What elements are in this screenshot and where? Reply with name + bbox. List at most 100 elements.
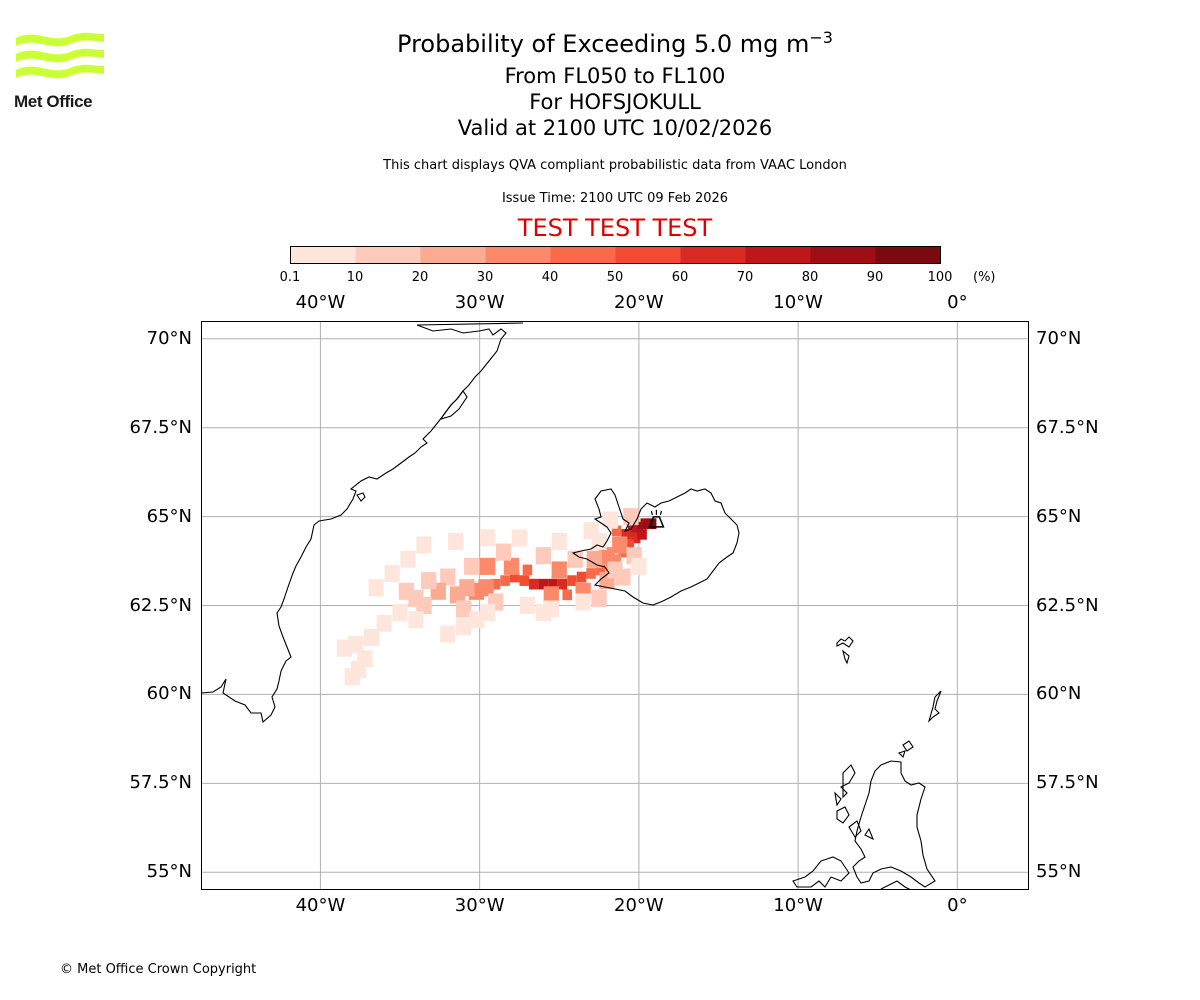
colorbar-segment: [875, 246, 941, 264]
colorbar-segment: [355, 246, 421, 264]
lon-tick-label-top: 20°W: [614, 292, 664, 313]
colorbar-tick-label: 20: [411, 270, 429, 285]
lat-tick-label-left: 57.5°N: [129, 772, 192, 794]
plume-cell: [456, 618, 472, 636]
plume-cell: [627, 525, 638, 537]
plume-cell: [637, 529, 647, 540]
plume-cell: [363, 628, 380, 647]
plume-cell: [538, 578, 549, 590]
colorbar-tick-label: 50: [606, 270, 624, 285]
plume-cell: [611, 525, 622, 537]
plume-cell: [522, 564, 533, 576]
title-main: Probability of Exceeding 5.0 mg m: [397, 30, 810, 58]
colorbar-tick-label: 100: [927, 270, 953, 285]
subtitle: This chart displays QVA compliant probab…: [383, 158, 847, 173]
plume-cell: [612, 536, 628, 554]
colorbar-tick-label: 0.1: [279, 270, 301, 285]
plume-cell: [640, 518, 651, 530]
plume-cell: [448, 532, 464, 551]
coastlines: [201, 322, 942, 890]
plume-cell: [400, 550, 416, 568]
plume-cell: [509, 571, 520, 583]
lon-tick-label-top: 10°W: [773, 292, 823, 313]
lat-tick-label-right: 62.5°N: [1036, 594, 1099, 616]
lat-tick-label-right: 57.5°N: [1036, 772, 1099, 794]
plume-cell: [376, 614, 392, 632]
iceland-coast: [571, 488, 740, 606]
volcano-title: For HOFSJOKULL: [529, 90, 701, 114]
plume-cell: [456, 600, 472, 618]
lon-tick-label-top: 30°W: [454, 292, 505, 313]
colorbar-segment: [485, 246, 551, 264]
lon-tick-label-top: 40°W: [295, 292, 346, 313]
lat-tick-label-right: 67.5°N: [1036, 416, 1099, 438]
plume-cell: [464, 557, 480, 575]
plume-cell: [557, 578, 568, 590]
plume-cell: [586, 550, 602, 568]
plume-cell: [440, 625, 456, 643]
plume-cell: [449, 586, 466, 604]
plume-cell: [392, 604, 408, 622]
plume-cell: [621, 529, 631, 540]
plume-cell: [384, 564, 400, 583]
plume-cell: [575, 593, 591, 611]
volcano-icon: [648, 509, 665, 528]
lon-tick-label-top: 0°: [947, 292, 968, 313]
lat-tick-label-right: 60°N: [1036, 683, 1082, 705]
plume-cell: [623, 508, 639, 526]
plume-cell: [440, 568, 456, 586]
plume-cell: [631, 557, 647, 575]
chart-title: Probability of Exceeding 5.0 mg m−3: [0, 28, 1200, 58]
colorbar-segment: [680, 246, 746, 264]
colorbar-segment: [290, 246, 356, 264]
plume-cell: [519, 596, 536, 615]
plume-cell: [416, 596, 432, 615]
plume-cell: [543, 586, 559, 604]
faroe-islands: [836, 636, 854, 665]
colorbar-tick-label: 30: [476, 270, 494, 285]
lat-tick-label-right: 70°N: [1036, 327, 1082, 349]
plume-cell: [398, 582, 415, 600]
lon-tick-label-bottom: 30°W: [454, 895, 505, 916]
plume-cell: [562, 589, 573, 601]
plume-cell: [591, 589, 607, 607]
plume-cell: [548, 578, 558, 590]
plume-cell: [551, 561, 567, 579]
colorbar-segment: [745, 246, 811, 264]
plume-cell: [421, 572, 437, 590]
plume-cell: [511, 529, 528, 547]
issue-time: Issue Time: 2100 UTC 09 Feb 2026: [501, 191, 729, 206]
lat-tick-label-left: 62.5°N: [129, 594, 192, 616]
colorbar-segment: [550, 246, 616, 264]
plume-cell: [344, 668, 360, 686]
plume-cell: [368, 579, 384, 597]
lat-tick-label-left: 65°N: [146, 505, 192, 527]
scotland-coast: [852, 760, 936, 888]
lat-tick-label-right: 55°N: [1036, 861, 1082, 883]
plume-cell: [519, 575, 530, 586]
shetland-islands: [927, 690, 942, 723]
test-banner: TEST TEST TEST: [517, 214, 713, 242]
plume-cell: [576, 571, 587, 583]
colorbar: [290, 246, 941, 264]
met-office-logo-icon: [16, 32, 104, 79]
plume-cell: [479, 529, 496, 547]
plume-cell: [646, 518, 657, 530]
colorbar-segment: [810, 246, 876, 264]
plume-cell: [495, 543, 512, 561]
greenland-coast: [201, 322, 524, 724]
valid-time: Valid at 2100 UTC 10/02/2026: [457, 116, 773, 140]
lon-tick-label-bottom: 40°W: [295, 895, 346, 916]
plume-cell: [535, 547, 551, 565]
plume-cell: [630, 532, 641, 544]
plume-cell: [602, 511, 618, 529]
flight-levels: From FL050 to FL100: [504, 64, 726, 88]
plume-cell: [408, 611, 424, 629]
lat-tick-label-left: 55°N: [146, 861, 192, 883]
colorbar-tick-label: 90: [866, 270, 884, 285]
lat-tick-label-left: 67.5°N: [129, 416, 192, 438]
colorbar-segment: [420, 246, 486, 264]
colorbar-tick-label: 80: [801, 270, 819, 285]
colorbar-tick-label: 40: [541, 270, 559, 285]
plume-cell: [634, 521, 644, 533]
